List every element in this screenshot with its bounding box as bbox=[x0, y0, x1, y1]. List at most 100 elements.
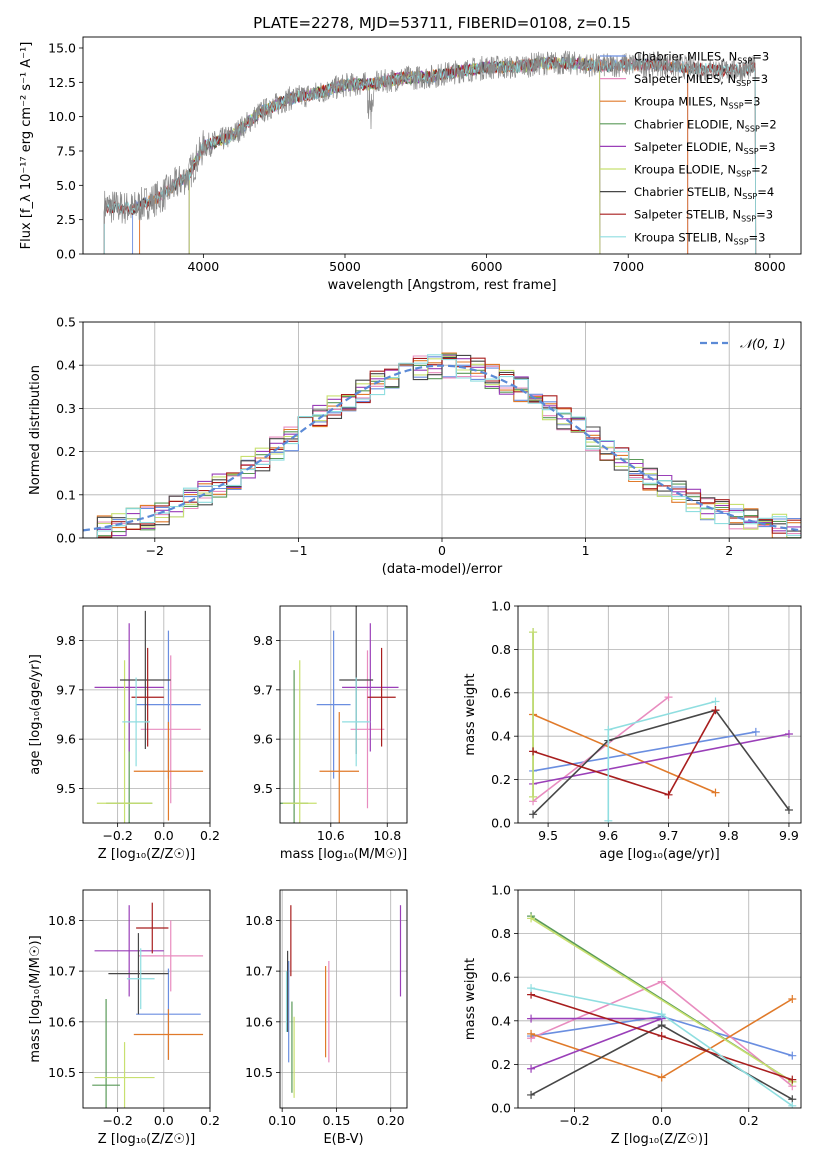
y-tick-label: 0.1 bbox=[56, 487, 76, 502]
x-tick-label: 9.7 bbox=[659, 828, 679, 843]
x-tick-label: 0.2 bbox=[739, 1113, 759, 1128]
panel-massweight-vs-age: 9.5 9.6 9.7 9.8 9.9 0.0 0.2 0.4 0.6 0.8 1.0 age [lo… bbox=[463, 599, 802, 862]
y-tick-label: 9.7 bbox=[56, 682, 76, 697]
y-tick-label: 0.6 bbox=[491, 685, 511, 700]
y-tick-label: 9.6 bbox=[56, 732, 76, 747]
chart-title: PLATE=2278, MJD=53711, FIBERID=0108, z=0… bbox=[253, 14, 631, 32]
y-tick-label: 9.5 bbox=[56, 781, 76, 796]
y-tick-label: 2.5 bbox=[56, 212, 76, 227]
panel-massweight-vs-Z: −0.2 0.0 0.2 0.0 0.2 0.4 0.6 0.8 1.0 Z [log₁₀(Z/Z… bbox=[463, 883, 802, 1147]
x-axis-label: Z [log₁₀(Z/Z☉)] bbox=[611, 1132, 708, 1147]
y-axis-label: Flux [f_λ 10⁻¹⁷ erg cm⁻² s⁻¹ A⁻¹] bbox=[19, 42, 34, 250]
x-tick-label: 9.6 bbox=[598, 828, 618, 843]
x-tick-label: 8000 bbox=[754, 259, 786, 274]
y-axis-label: mass [log₁₀(M/M☉)] bbox=[28, 935, 43, 1062]
y-tick-label: 0.2 bbox=[491, 772, 511, 787]
x-tick-label: 10.8 bbox=[373, 828, 401, 843]
y-tick-label: 5.0 bbox=[56, 178, 76, 193]
weight-marker bbox=[529, 628, 538, 637]
x-tick-label: 0.20 bbox=[377, 1113, 405, 1128]
x-tick-label: −2 bbox=[146, 543, 164, 558]
x-tick-label: 0.0 bbox=[154, 828, 174, 843]
y-tick-label: 10.5 bbox=[48, 1065, 76, 1080]
x-tick-label: 9.9 bbox=[779, 828, 799, 843]
plot-area bbox=[280, 606, 407, 823]
panel-spectrum: 4000 5000 6000 7000 8000 0.0 2.5 5.0 7.5 10.0 12.5… bbox=[19, 14, 802, 293]
weight-line bbox=[532, 733, 790, 785]
y-tick-label: 0.6 bbox=[491, 970, 511, 985]
y-tick-label: 10.6 bbox=[48, 1014, 76, 1029]
weight-marker bbox=[788, 995, 797, 1003]
weight-marker bbox=[527, 1014, 536, 1023]
panel-mass-vs-EBV: 0.10 0.15 0.20 10.5 10.6 10.7 10.8 E(B-V) bbox=[245, 889, 408, 1147]
y-tick-label: 15.0 bbox=[48, 40, 76, 55]
panel-age-vs-mass: 10.6 10.8 9.5 9.6 9.7 9.8 mass [log₁₀(M/M☉)] bbox=[253, 605, 408, 862]
y-tick-label: 0.3 bbox=[56, 401, 76, 416]
y-axis-label: mass weight bbox=[463, 673, 478, 755]
plot-area bbox=[83, 322, 801, 538]
weight-marker bbox=[529, 810, 538, 819]
weight-marker bbox=[527, 1064, 536, 1073]
weight-marker bbox=[664, 693, 673, 702]
x-tick-label: 1 bbox=[582, 543, 590, 558]
weight-line bbox=[532, 709, 790, 815]
legend-entry: Chabrier ELODIE, NSSP=2 bbox=[634, 117, 777, 133]
y-tick-label: 0.0 bbox=[491, 1101, 511, 1116]
y-axis-label: mass weight bbox=[463, 958, 478, 1040]
x-tick-label: 0.0 bbox=[154, 1113, 174, 1128]
x-tick-label: 9.5 bbox=[538, 828, 558, 843]
gaussian-curve bbox=[83, 364, 799, 532]
axes-frame bbox=[82, 889, 211, 1109]
weight-marker bbox=[604, 816, 613, 823]
x-tick-label: −0.2 bbox=[102, 1113, 132, 1128]
legend-entry: Salpeter ELODIE, NSSP=3 bbox=[634, 140, 776, 156]
weight-line bbox=[530, 917, 793, 1083]
y-tick-label: 9.8 bbox=[56, 633, 76, 648]
plot-area bbox=[103, 50, 757, 254]
y-tick-label: 9.8 bbox=[253, 633, 273, 648]
model-line bbox=[188, 56, 601, 254]
weight-marker bbox=[711, 788, 720, 797]
x-tick-label: 2 bbox=[725, 543, 733, 558]
x-axis-label: (data-model)/error bbox=[382, 562, 503, 577]
weight-line bbox=[532, 709, 717, 796]
axes-frame bbox=[279, 605, 408, 824]
y-tick-label: 9.7 bbox=[253, 682, 273, 697]
x-axis-label: mass [log₁₀(M/M☉)] bbox=[280, 847, 407, 862]
x-axis-label: Z [log₁₀(Z/Z☉)] bbox=[98, 847, 195, 862]
axes-frame bbox=[517, 889, 802, 1109]
y-tick-label: 0.0 bbox=[491, 816, 511, 831]
model-line bbox=[188, 56, 601, 254]
y-tick-label: 0.4 bbox=[491, 729, 511, 744]
x-axis-label: wavelength [Angstrom, rest frame] bbox=[328, 278, 557, 293]
weight-line bbox=[532, 731, 756, 772]
weight-marker bbox=[664, 790, 673, 799]
y-tick-label: 10.0 bbox=[48, 109, 76, 124]
legend: 𝒩(0, 1) bbox=[700, 336, 786, 351]
legend: Chabrier MILES, NSSP=3 Salpeter MILES, NS… bbox=[600, 50, 777, 246]
legend-entry: 𝒩(0, 1) bbox=[740, 336, 786, 351]
y-tick-label: 1.0 bbox=[491, 883, 511, 898]
y-tick-label: 9.6 bbox=[253, 732, 273, 747]
legend-entry: Kroupa STELIB, NSSP=3 bbox=[634, 230, 765, 246]
weight-marker bbox=[751, 727, 760, 736]
y-tick-label: 0.8 bbox=[491, 926, 511, 941]
weight-marker bbox=[788, 1051, 797, 1060]
y-tick-label: 0.8 bbox=[491, 642, 511, 657]
y-tick-label: 0.2 bbox=[491, 1057, 511, 1072]
weight-line bbox=[532, 713, 716, 794]
plot-area bbox=[518, 890, 801, 1108]
y-tick-label: 0.4 bbox=[56, 358, 76, 373]
y-tick-label: 0.4 bbox=[491, 1013, 511, 1028]
y-tick-label: 10.6 bbox=[245, 1014, 273, 1029]
weight-marker bbox=[657, 1021, 666, 1030]
weight-marker bbox=[529, 747, 538, 756]
y-axis-label: age [log₁₀(age/yr)] bbox=[28, 654, 43, 775]
plot-area bbox=[518, 606, 801, 823]
y-tick-label: 10.8 bbox=[48, 913, 76, 928]
axes-frame bbox=[517, 605, 802, 824]
x-tick-label: 0.2 bbox=[200, 828, 220, 843]
y-tick-label: 10.7 bbox=[245, 964, 273, 979]
plot-area bbox=[83, 890, 210, 1108]
weight-marker bbox=[657, 1032, 666, 1041]
